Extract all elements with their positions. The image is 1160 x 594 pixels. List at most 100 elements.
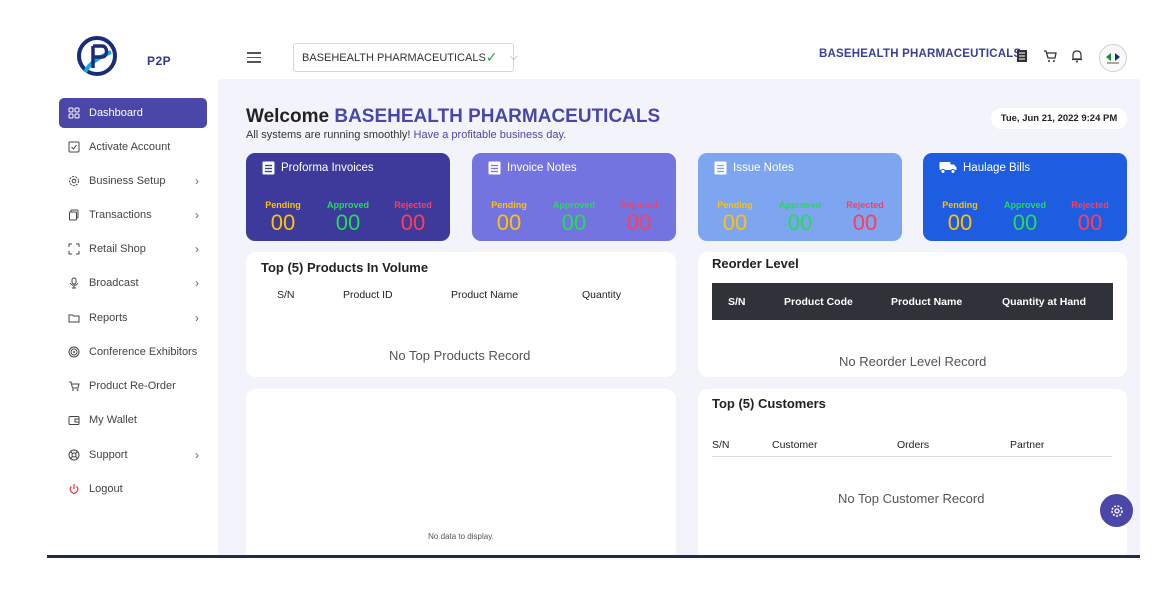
column-header: Customer bbox=[772, 439, 818, 451]
stat-value: 00 bbox=[947, 210, 973, 235]
page-title: Welcome BASEHEALTH PHARMACEUTICALS bbox=[246, 106, 660, 128]
card-title-text: Proforma Invoices bbox=[281, 162, 374, 174]
stat-value: 00 bbox=[852, 210, 878, 235]
menu-toggle-icon[interactable] bbox=[247, 52, 261, 66]
chevron-right-icon: › bbox=[195, 311, 199, 325]
logo-text: P2P bbox=[147, 54, 172, 68]
empty-state: No Top Customer Record bbox=[838, 491, 985, 506]
reorder-level-panel: Reorder Level S/N Product Code Product N… bbox=[698, 252, 1127, 377]
stat-rejected: Rejected 00 bbox=[840, 200, 890, 234]
card-title-text: Issue Notes bbox=[733, 162, 794, 174]
sidebar-item-label: Activate Account bbox=[89, 141, 171, 153]
power-icon bbox=[59, 483, 89, 495]
dashboard-icon bbox=[59, 107, 89, 119]
column-header: Partner bbox=[1010, 439, 1045, 451]
app-window: P2P BASEHEALTH PHARMACEUTICALS ✓ ⌵ BASEH… bbox=[47, 30, 1140, 558]
sidebar-item-my-wallet[interactable]: My Wallet bbox=[59, 405, 207, 435]
subtitle-highlight: Have a profitable business day. bbox=[413, 129, 567, 141]
stat-value: 00 bbox=[626, 210, 652, 235]
company-select[interactable]: BASEHEALTH PHARMACEUTICALS ✓ ⌵ bbox=[293, 43, 518, 72]
stat-label: Approved bbox=[326, 200, 369, 210]
card-proforma-invoices[interactable]: Proforma Invoices Pending 00 Approved 00 R… bbox=[246, 153, 450, 241]
stat-pending: Pending 00 bbox=[935, 200, 985, 234]
table-divider bbox=[712, 456, 1112, 457]
panel-title: Top (5) Customers bbox=[712, 396, 826, 411]
card-issue-notes[interactable]: Issue Notes Pending 00 Approved 00 Rejecte… bbox=[698, 153, 902, 241]
stat-value: 00 bbox=[270, 210, 296, 235]
chevron-right-icon: › bbox=[195, 174, 199, 188]
stat-rejected: Rejected 00 bbox=[388, 200, 438, 234]
column-header: Product Name bbox=[891, 296, 963, 308]
sidebar-item-conference-exhibitors[interactable]: Conference Exhibitors bbox=[59, 337, 207, 367]
card-title: Proforma Invoices bbox=[262, 161, 374, 175]
sidebar-item-label: My Wallet bbox=[89, 414, 137, 426]
stat-value: 00 bbox=[1012, 210, 1038, 235]
stat-approved: Approved 00 bbox=[323, 200, 373, 234]
stat-label: Approved bbox=[778, 200, 821, 210]
sidebar-item-transactions[interactable]: Transactions › bbox=[59, 200, 207, 230]
stat-label: Pending bbox=[942, 200, 978, 210]
avatar[interactable] bbox=[1099, 44, 1127, 72]
folder-icon bbox=[59, 312, 89, 324]
document-icon bbox=[714, 161, 727, 175]
sidebar-item-label: Dashboard bbox=[89, 107, 143, 119]
sidebar-item-business-setup[interactable]: Business Setup › bbox=[59, 166, 207, 196]
document-list-icon[interactable] bbox=[1015, 49, 1029, 63]
sidebar-item-activate-account[interactable]: Activate Account bbox=[59, 132, 207, 162]
stat-approved: Approved 00 bbox=[775, 200, 825, 234]
datetime-badge: Tue, Jun 21, 2022 9:24 PM bbox=[991, 108, 1127, 129]
stat-label: Rejected bbox=[846, 200, 884, 210]
empty-state: No Reorder Level Record bbox=[839, 354, 987, 369]
bell-icon[interactable] bbox=[1070, 49, 1084, 63]
document-icon bbox=[488, 161, 501, 175]
settings-button[interactable] bbox=[1100, 494, 1133, 527]
column-header: Product ID bbox=[343, 289, 393, 301]
chevron-right-icon: › bbox=[195, 448, 199, 462]
stat-rejected: Rejected 00 bbox=[614, 200, 664, 234]
stat-pending: Pending 00 bbox=[258, 200, 308, 234]
chart-empty-state: No data to display. bbox=[428, 532, 494, 541]
stat-label: Rejected bbox=[620, 200, 658, 210]
chart-panel: No data to display. bbox=[246, 389, 676, 558]
stat-approved: Approved 00 bbox=[549, 200, 599, 234]
sidebar-item-support[interactable]: Support › bbox=[59, 440, 207, 470]
sidebar-item-product-reorder[interactable]: Product Re-Order bbox=[59, 371, 207, 401]
chevron-down-icon[interactable]: ⌵ bbox=[509, 51, 518, 63]
check-icon: ✓ bbox=[485, 49, 498, 65]
column-header: Product Name bbox=[451, 289, 519, 301]
card-haulage-bills[interactable]: Haulage Bills Pending 00 Approved 00 Rejec… bbox=[923, 153, 1127, 241]
card-title-text: Invoice Notes bbox=[507, 162, 577, 174]
sidebar-item-label: Retail Shop bbox=[89, 243, 146, 255]
stat-approved: Approved 00 bbox=[1000, 200, 1050, 234]
chevron-right-icon: › bbox=[195, 276, 199, 290]
p2p-logo-icon bbox=[77, 36, 117, 76]
chevron-right-icon: › bbox=[195, 208, 199, 222]
column-header: S/N bbox=[712, 439, 730, 451]
stat-value: 00 bbox=[722, 210, 748, 235]
cart-icon[interactable] bbox=[1043, 49, 1057, 63]
stat-label: Rejected bbox=[394, 200, 432, 210]
card-title: Invoice Notes bbox=[488, 161, 577, 175]
sidebar-item-broadcast[interactable]: Broadcast › bbox=[59, 268, 207, 298]
sidebar-item-logout[interactable]: Logout bbox=[59, 474, 207, 504]
document-icon bbox=[262, 161, 275, 175]
column-header: S/N bbox=[277, 289, 295, 301]
microphone-icon bbox=[59, 277, 89, 289]
avatar-logo-icon bbox=[1106, 53, 1120, 64]
panel-title: Reorder Level bbox=[712, 256, 799, 271]
stat-label: Rejected bbox=[1071, 200, 1109, 210]
stat-label: Pending bbox=[717, 200, 753, 210]
stat-label: Approved bbox=[1003, 200, 1046, 210]
column-header: Product Code bbox=[784, 296, 853, 308]
stat-label: Pending bbox=[265, 200, 301, 210]
stat-label: Approved bbox=[552, 200, 595, 210]
brand-logo[interactable]: P2P bbox=[75, 36, 171, 78]
card-invoice-notes[interactable]: Invoice Notes Pending 00 Approved 00 Rejec… bbox=[472, 153, 676, 241]
sidebar-item-dashboard[interactable]: Dashboard bbox=[59, 98, 207, 128]
sidebar-item-reports[interactable]: Reports › bbox=[59, 303, 207, 333]
card-title: Issue Notes bbox=[714, 161, 794, 175]
top-header: P2P BASEHEALTH PHARMACEUTICALS ✓ ⌵ BASEH… bbox=[47, 30, 1140, 79]
sidebar-item-label: Broadcast bbox=[89, 277, 139, 289]
sidebar-item-retail-shop[interactable]: Retail Shop › bbox=[59, 234, 207, 264]
scan-icon bbox=[59, 243, 89, 255]
